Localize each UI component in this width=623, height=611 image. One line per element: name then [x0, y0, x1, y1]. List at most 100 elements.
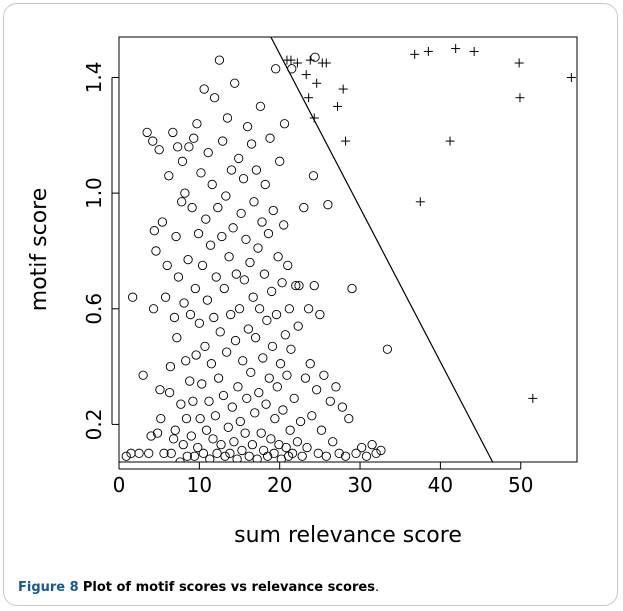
data-point-circle — [148, 136, 158, 146]
data-point-circle — [261, 399, 271, 409]
data-point-circle — [149, 226, 160, 236]
data-point-circle — [237, 445, 247, 456]
data-point-circle — [195, 413, 205, 424]
data-point-circle — [184, 142, 194, 152]
data-point-circle — [309, 280, 319, 291]
data-point-circle — [259, 269, 270, 279]
data-point-circle — [151, 246, 161, 256]
data-point-circle — [209, 93, 220, 103]
data-point-circle — [156, 413, 166, 424]
data-point-circle — [271, 64, 281, 74]
data-point-circle — [201, 214, 211, 224]
data-point-circle — [128, 292, 138, 302]
data-point-circle — [159, 448, 169, 458]
data-point-circle — [264, 373, 274, 383]
data-point-circle — [228, 223, 238, 233]
data-point-circle — [250, 333, 261, 343]
data-point-circle — [214, 55, 225, 65]
data-point-circle — [209, 312, 219, 323]
data-point-circle — [138, 370, 148, 380]
data-point-circle — [222, 113, 233, 123]
data-point-circle — [351, 448, 361, 458]
data-point-circle — [262, 451, 273, 461]
data-point-circle — [154, 145, 164, 155]
data-point-circle — [157, 217, 168, 227]
data-point-circle — [162, 260, 172, 271]
data-point-circle — [257, 217, 267, 227]
data-point-circle — [183, 254, 193, 265]
data-point-plus — [292, 58, 302, 68]
data-point-plus — [566, 72, 576, 82]
data-point-circle — [285, 425, 295, 435]
data-point-circle — [230, 335, 241, 346]
data-point-circle — [323, 200, 333, 210]
data-point-circle — [252, 454, 262, 462]
data-point-circle — [357, 442, 367, 453]
data-point-circle — [222, 347, 232, 357]
data-point-circle — [316, 425, 327, 435]
data-point-circle — [218, 136, 228, 146]
data-point-circle — [282, 370, 292, 380]
data-point-circle — [265, 133, 275, 143]
data-point-plus — [338, 84, 348, 94]
data-point-circle — [256, 428, 266, 438]
data-point-circle — [185, 376, 195, 386]
data-point-circle — [321, 451, 331, 461]
data-point-circle — [315, 309, 325, 320]
data-point-circle — [308, 171, 319, 181]
data-point-circle — [172, 333, 182, 343]
data-point-circle — [212, 448, 222, 458]
figure-caption: Figure 8 Plot of motif scores vs relevan… — [18, 580, 379, 595]
data-point-circle — [328, 437, 338, 447]
data-point-plus — [312, 78, 322, 88]
data-point-circle — [277, 278, 287, 288]
data-point-circle — [246, 367, 256, 378]
data-point-circle — [217, 231, 227, 242]
data-point-circle — [233, 382, 243, 392]
data-point-circle — [230, 78, 240, 88]
figure-frame: 0 10 20 30 40 50 0.2 0.6 1.0 1.4 sum relevance sco… — [3, 3, 618, 606]
data-point-circle — [227, 402, 237, 412]
data-point-circle — [293, 321, 303, 331]
data-point-circle — [283, 260, 293, 271]
data-point-circle — [248, 292, 258, 302]
figure-caption-end: . — [374, 580, 380, 595]
scatter-plot: 0 10 20 30 40 50 0.2 0.6 1.0 1.4 sum relevance sco… — [27, 36, 578, 548]
data-point-circle — [171, 231, 181, 242]
data-point-plus — [305, 55, 315, 65]
data-point-circle — [164, 387, 175, 398]
data-point-circle — [189, 133, 199, 143]
data-point-circle — [273, 252, 283, 262]
data-point-circle — [243, 324, 254, 334]
data-point-circle — [210, 411, 221, 421]
data-point-circle — [275, 156, 285, 166]
data-point-circle — [194, 318, 205, 328]
data-point-plus — [445, 136, 455, 146]
data-point-circle — [241, 234, 251, 245]
data-point-plus — [528, 393, 538, 403]
data-point-circle — [267, 341, 278, 352]
data-point-circle — [245, 257, 255, 268]
data-point-circle — [242, 393, 252, 404]
data-point-circle — [173, 272, 184, 282]
data-point-circle — [182, 451, 192, 461]
data-point-circle — [254, 304, 265, 314]
data-point-circle — [213, 202, 223, 213]
data-point-circle — [205, 240, 216, 250]
data-point-plus — [514, 58, 524, 68]
data-point-circle — [238, 174, 249, 184]
data-point-circle — [284, 304, 294, 314]
data-point-circle — [289, 393, 299, 404]
data-point-circle — [272, 382, 282, 392]
data-point-circle — [144, 448, 154, 458]
data-point-circle — [307, 411, 317, 421]
data-point-circle — [250, 408, 260, 418]
data-point-circle — [177, 197, 187, 207]
data-point-circle — [295, 416, 306, 427]
data-point-circle — [126, 448, 136, 458]
data-point-circle — [258, 445, 269, 456]
data-point-circle — [220, 451, 230, 461]
data-point-circle — [226, 165, 237, 175]
data-point-circle — [340, 451, 351, 461]
data-point-circle — [312, 385, 322, 395]
